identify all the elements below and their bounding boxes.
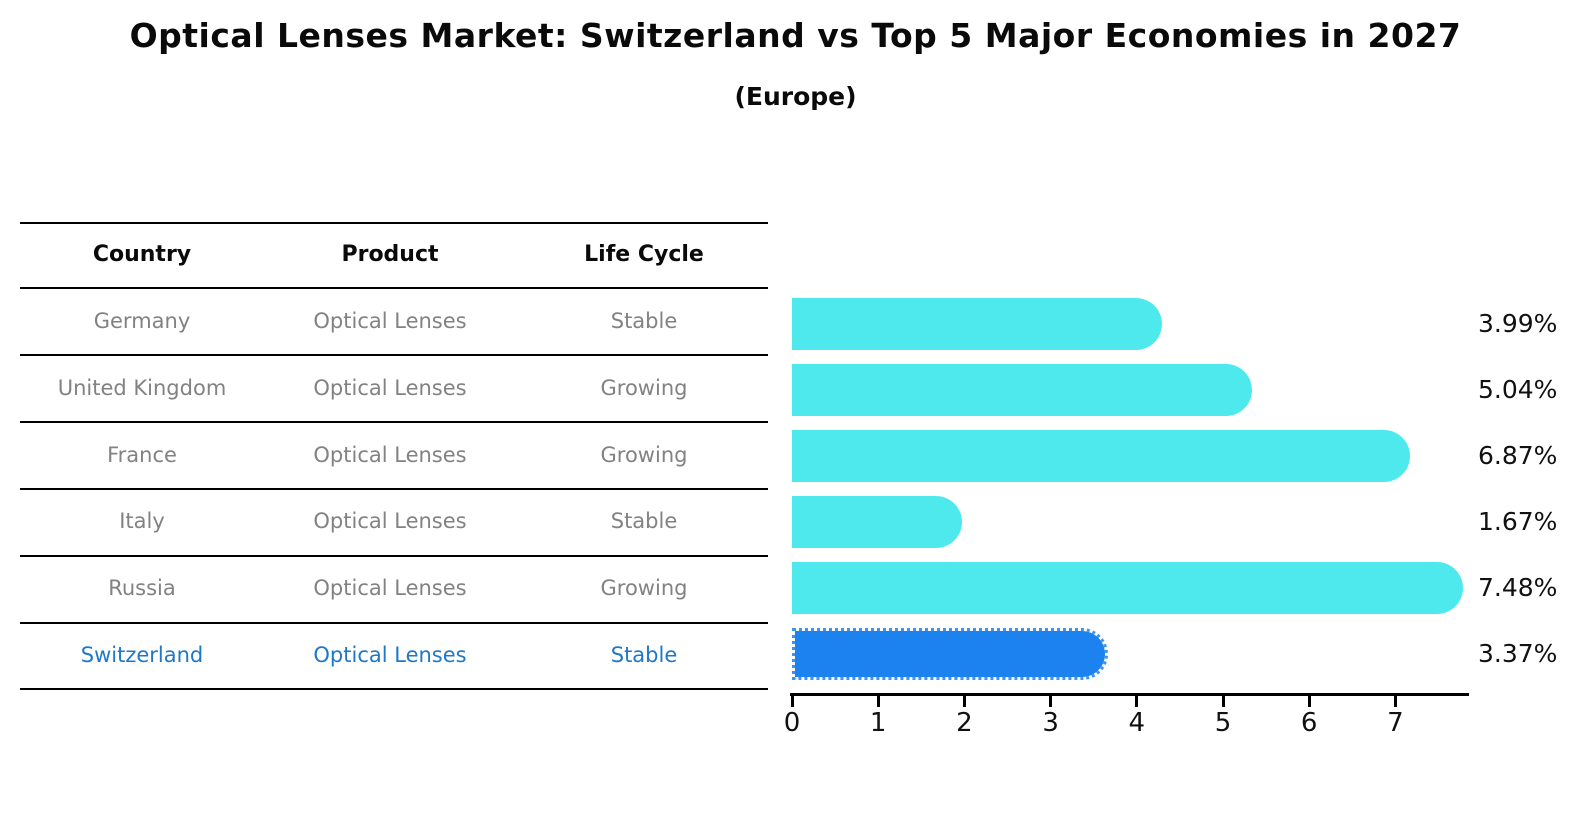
table-rule [20, 354, 768, 356]
table-cell-product: Optical Lenses [313, 576, 467, 601]
x-axis-tick [876, 696, 880, 707]
table-cell-product: Optical Lenses [313, 309, 467, 333]
table-cell-life-cycle: Stable [610, 643, 678, 667]
table-rule [20, 688, 768, 690]
bar-value-label: 5.04% [1478, 375, 1558, 404]
table-rule [20, 622, 768, 624]
table-rule [20, 222, 768, 224]
x-axis-tick-label: 7 [1387, 708, 1404, 738]
table-cell-product: Optical Lenses [313, 442, 467, 467]
table-cell-country: Germany [93, 309, 191, 333]
column-header-life-cycle: Life Cycle [584, 242, 704, 267]
x-axis-tick-label: 3 [1042, 708, 1059, 738]
table-rule [20, 287, 768, 289]
table-cell-country: France [107, 442, 177, 467]
column-header-product: Product [341, 242, 439, 267]
page-subtitle: (Europe) [734, 82, 857, 111]
bar [792, 430, 1410, 482]
x-axis-tick [790, 696, 794, 707]
table-cell-life-cycle: Growing [600, 576, 688, 601]
table-cell-product: Optical Lenses [313, 375, 467, 400]
bar-value-label: 3.37% [1478, 639, 1558, 668]
x-axis-tick-label: 4 [1128, 708, 1146, 738]
bar-value-label: 6.87% [1478, 441, 1558, 470]
table-cell-product: Optical Lenses [313, 509, 467, 534]
x-axis-tick [962, 696, 966, 707]
table-cell-country: Italy [119, 509, 165, 534]
x-axis-tick-label: 2 [956, 708, 973, 738]
x-axis-tick [1221, 696, 1225, 707]
table-cell-life-cycle: Growing [600, 442, 688, 467]
table-rule [20, 488, 768, 490]
bar [792, 562, 1463, 614]
bar [792, 364, 1252, 416]
bar [792, 298, 1162, 350]
table-cell-country: Switzerland [80, 643, 204, 667]
table-cell-life-cycle: Growing [600, 375, 688, 400]
table-cell-country: Russia [108, 576, 176, 601]
bar-value-label: 7.48% [1478, 573, 1558, 602]
table-rule [20, 555, 768, 557]
x-axis-tick [1307, 696, 1311, 707]
bar-highlight [792, 628, 1108, 680]
x-axis-line [790, 693, 1469, 696]
table-rule [20, 421, 768, 423]
x-axis-tick [1135, 696, 1139, 707]
page-title: Optical Lenses Market: Switzerland vs To… [129, 16, 1462, 55]
bar-value-label: 3.99% [1478, 309, 1558, 338]
bar-value-label: 1.67% [1478, 507, 1558, 536]
x-axis-tick-label: 5 [1214, 708, 1232, 738]
x-axis-tick [1393, 696, 1397, 707]
bar [792, 496, 962, 548]
x-axis-tick-label: 0 [783, 708, 801, 738]
x-axis-tick-label: 1 [869, 708, 887, 738]
table-cell-country: United Kingdom [57, 375, 227, 400]
table-cell-life-cycle: Stable [610, 509, 678, 534]
table-cell-product: Optical Lenses [313, 643, 467, 667]
column-header-country: Country [92, 242, 192, 267]
x-axis-tick-label: 6 [1300, 708, 1318, 738]
x-axis-tick [1049, 696, 1053, 707]
table-cell-life-cycle: Stable [610, 309, 678, 333]
